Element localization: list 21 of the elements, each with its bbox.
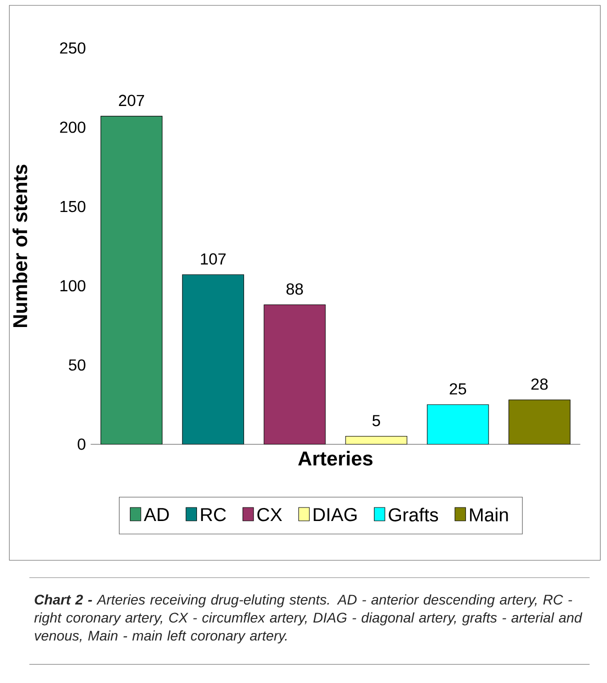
- legend-label: DIAG: [314, 508, 357, 522]
- legend-label: RC: [201, 508, 226, 522]
- data-label: 207: [118, 94, 144, 106]
- y-tick-label: 200: [60, 122, 86, 133]
- data-label: 25: [450, 383, 466, 395]
- y-tick-label: 50: [68, 359, 86, 371]
- y-tick-label: 0: [78, 438, 86, 450]
- legend-label: AD: [144, 508, 169, 521]
- data-label: 5: [372, 415, 380, 426]
- data-label: 107: [200, 253, 226, 265]
- x-axis-title: Arteries: [298, 450, 372, 466]
- data-label: 88: [286, 283, 303, 295]
- legend-label: Grafts: [388, 508, 438, 522]
- y-tick-label: 100: [60, 280, 86, 292]
- text: Chart 2 - Arteries receiving drug-eluting stents. AD - anterior descending artery, RC - right coronary artery, CX - circumflex artery, DIAG - diagonal artery, grafts - arterial and venous, Main - main left coronary artery.: [34, 594, 582, 644]
- data-label: 28: [531, 378, 548, 390]
- legend-label: Main: [470, 508, 508, 522]
- y-tick-label: 150: [60, 200, 86, 212]
- y-tick-label: 250: [60, 42, 86, 54]
- y-axis-title: Number of stents: [12, 164, 28, 328]
- legend-label: CX: [257, 508, 282, 522]
